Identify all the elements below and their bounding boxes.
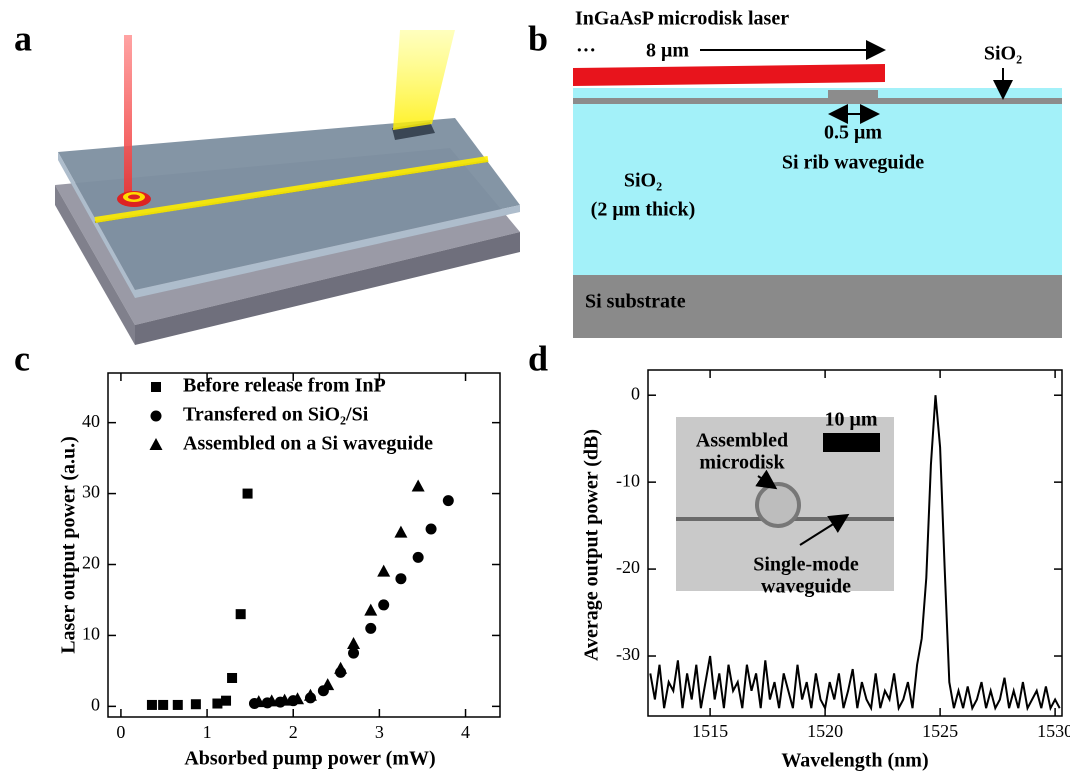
data-point [147, 700, 157, 710]
annotation: Single-mode [753, 554, 859, 576]
data-point [443, 495, 454, 506]
y-tick-label: -10 [616, 470, 640, 490]
legend-marker [151, 382, 161, 392]
x-axis-title: Wavelength (nm) [781, 750, 928, 772]
panel-label: c [14, 338, 30, 378]
layer-label: Si rib waveguide [782, 152, 924, 174]
legend-label: Transfered on SiO₂/Si [183, 404, 369, 426]
data-point [243, 489, 253, 499]
legend-marker [150, 438, 163, 450]
data-point [212, 699, 222, 709]
x-tick-label: 3 [375, 722, 384, 742]
data-point [377, 565, 390, 577]
data-point [158, 700, 168, 710]
annotation: Assembled [696, 430, 788, 452]
y-tick-label: 20 [82, 553, 100, 573]
x-tick-label: 1525 [922, 721, 958, 741]
x-tick-label: 2 [289, 722, 298, 742]
data-point [364, 604, 377, 616]
data-point [412, 479, 425, 491]
y-tick-label: 0 [91, 694, 100, 714]
y-tick-label: -20 [616, 557, 640, 577]
data-point [304, 689, 317, 701]
x-tick-label: 1520 [807, 721, 843, 741]
legend-label: Before release from InP [183, 375, 386, 397]
layer-label: (2 μm thick) [591, 199, 696, 221]
data-point [395, 573, 406, 584]
device-illustration [55, 30, 520, 345]
y-tick-label: 40 [82, 411, 100, 431]
data-point [227, 673, 237, 683]
x-tick-label: 4 [461, 722, 470, 742]
dimension-label: 8 μm [646, 40, 689, 62]
panel-label: b [528, 18, 548, 58]
legend-label: Assembled on a Si waveguide [183, 433, 433, 455]
panel-label: a [14, 18, 32, 58]
data-point [426, 524, 437, 535]
data-point [236, 609, 246, 619]
data-point [321, 678, 334, 690]
data-point [221, 696, 231, 706]
y-tick-label: 10 [82, 624, 100, 644]
x-tick-label: 0 [116, 722, 125, 742]
page: a b c d InGaAsP microdisk laser ··· 8 μm… [0, 0, 1070, 775]
panel-label: d [528, 338, 548, 378]
dimension-label: 0.5 μm [824, 122, 882, 144]
layer-label: SiO₂ [984, 43, 1022, 65]
x-tick-label: 1 [203, 722, 212, 742]
y-tick-label: 30 [82, 482, 100, 502]
layer-label: Si substrate [585, 291, 686, 313]
legend-marker [151, 411, 162, 422]
data-point [378, 599, 389, 610]
data-point [365, 623, 376, 634]
data-point [413, 552, 424, 563]
x-axis-title: Absorbed pump power (mW) [184, 748, 435, 770]
y-axis-title: Average output power (dB) [581, 429, 603, 661]
data-point [191, 699, 201, 709]
annotation: 10 μm [825, 409, 878, 431]
figure: a b c d InGaAsP microdisk laser ··· 8 μm… [0, 0, 1070, 775]
data-point [394, 526, 407, 538]
data-point [348, 648, 359, 659]
data-point [173, 700, 183, 710]
layer-label: SiO₂ [624, 170, 662, 192]
x-tick-label: 1530 [1037, 721, 1070, 741]
y-tick-label: -30 [616, 644, 640, 664]
annotation: waveguide [761, 576, 851, 598]
data-point [347, 637, 360, 649]
data-point [334, 662, 347, 674]
diagram-title: InGaAsP microdisk laser [575, 8, 789, 30]
ellipsis: ··· [576, 40, 596, 62]
annotation: microdisk [699, 452, 785, 474]
y-axis-title: Laser output power (a.u.) [58, 436, 80, 654]
y-tick-label: 0 [631, 383, 640, 403]
x-tick-label: 1515 [692, 721, 728, 741]
